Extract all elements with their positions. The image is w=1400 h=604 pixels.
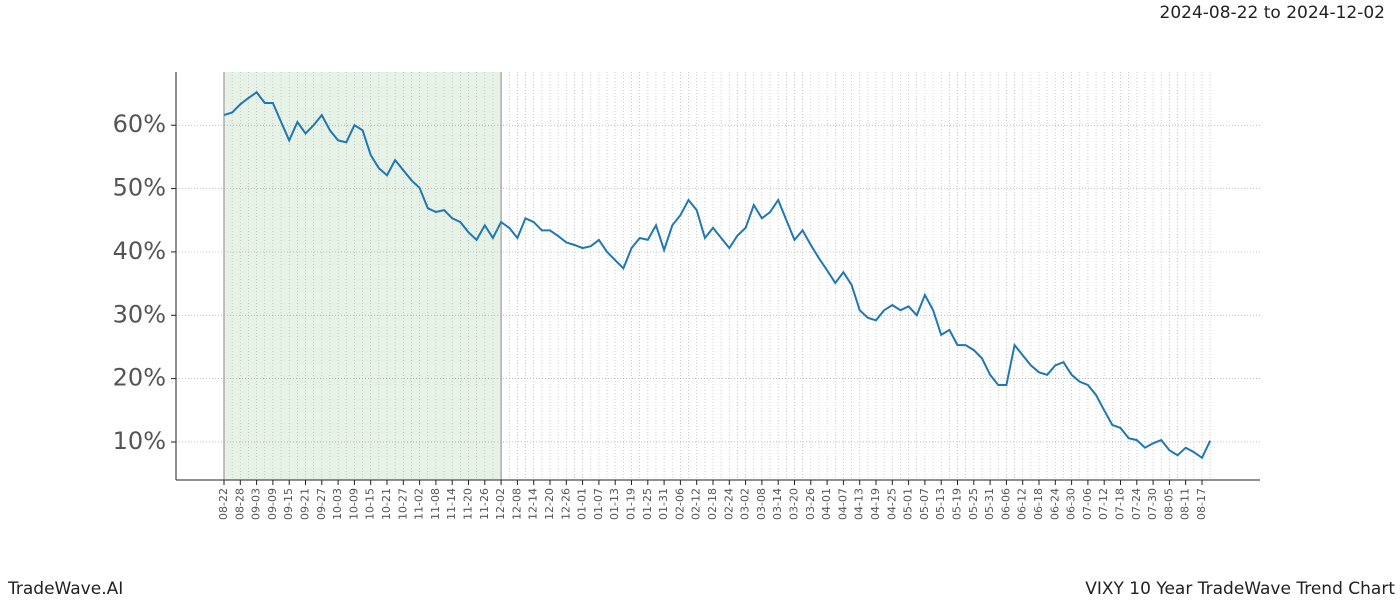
x-tick-label: 09-03 bbox=[250, 488, 263, 520]
x-tick-label: 11-20 bbox=[462, 488, 475, 520]
x-tick-label: 07-30 bbox=[1146, 488, 1159, 520]
x-tick-label: 06-06 bbox=[999, 488, 1012, 520]
x-tick-label: 02-06 bbox=[673, 488, 686, 520]
x-tick-label: 09-21 bbox=[299, 488, 312, 520]
x-tick-label: 11-26 bbox=[478, 488, 491, 520]
y-tick-label: 10% bbox=[113, 427, 166, 455]
x-tick-label: 12-20 bbox=[543, 488, 556, 520]
x-tick-label: 06-12 bbox=[1016, 488, 1029, 520]
x-tick-label: 09-09 bbox=[266, 488, 279, 520]
x-tick-label: 02-18 bbox=[706, 488, 719, 520]
x-tick-label: 02-24 bbox=[722, 488, 735, 520]
x-tick-label: 07-12 bbox=[1097, 488, 1110, 520]
x-tick-label: 01-13 bbox=[608, 488, 621, 520]
x-tick-label: 01-25 bbox=[641, 488, 654, 520]
x-tick-label: 12-26 bbox=[559, 488, 572, 520]
x-tick-label: 12-08 bbox=[510, 488, 523, 520]
x-tick-label: 04-01 bbox=[820, 488, 833, 520]
x-tick-label: 09-15 bbox=[282, 488, 295, 520]
x-tick-label: 04-13 bbox=[853, 488, 866, 520]
x-tick-label: 11-14 bbox=[445, 488, 458, 520]
x-tick-label: 04-07 bbox=[836, 488, 849, 520]
x-tick-label: 03-14 bbox=[771, 488, 784, 520]
x-tick-label: 10-09 bbox=[347, 488, 360, 520]
x-tick-label: 08-22 bbox=[217, 488, 230, 520]
x-tick-label: 08-17 bbox=[1195, 488, 1208, 520]
x-tick-label: 08-28 bbox=[233, 488, 246, 520]
x-tick-label: 08-05 bbox=[1162, 488, 1175, 520]
x-tick-label: 05-31 bbox=[983, 488, 996, 520]
x-tick-label: 07-18 bbox=[1114, 488, 1127, 520]
x-tick-label: 03-02 bbox=[739, 488, 752, 520]
x-tick-label: 03-08 bbox=[755, 488, 768, 520]
y-tick-label: 50% bbox=[113, 174, 166, 202]
x-tick-label: 05-01 bbox=[902, 488, 915, 520]
x-tick-label: 03-26 bbox=[804, 488, 817, 520]
x-tick-label: 11-08 bbox=[429, 488, 442, 520]
x-tick-label: 05-25 bbox=[967, 488, 980, 520]
x-tick-label: 07-24 bbox=[1130, 488, 1143, 520]
x-tick-label: 08-11 bbox=[1179, 488, 1192, 520]
x-tick-label: 05-13 bbox=[934, 488, 947, 520]
x-tick-label: 09-27 bbox=[315, 488, 328, 520]
date-range: 2024-08-22 to 2024-12-02 bbox=[1160, 3, 1385, 23]
x-tick-label: 06-24 bbox=[1048, 488, 1061, 520]
x-tick-label: 05-07 bbox=[918, 488, 931, 520]
y-tick-label: 60% bbox=[113, 110, 166, 138]
x-tick-label: 10-03 bbox=[331, 488, 344, 520]
trend-line bbox=[223, 90, 1212, 460]
x-tick-label: 06-30 bbox=[1065, 488, 1078, 520]
x-tick-label: 03-20 bbox=[788, 488, 801, 520]
x-tick-label: 01-31 bbox=[657, 488, 670, 520]
x-tick-label: 01-19 bbox=[625, 488, 638, 520]
chart-title: VIXY 10 Year TradeWave Trend Chart bbox=[1085, 579, 1395, 599]
x-tick-label: 05-19 bbox=[951, 488, 964, 520]
y-tick-label: 40% bbox=[113, 237, 166, 265]
x-tick-label: 12-14 bbox=[527, 488, 540, 520]
x-tick-label: 06-18 bbox=[1032, 488, 1045, 520]
x-tick-label: 07-06 bbox=[1081, 488, 1094, 520]
x-tick-label: 01-01 bbox=[576, 488, 589, 520]
x-tick-label: 10-15 bbox=[364, 488, 377, 520]
x-tick-label: 01-07 bbox=[592, 488, 605, 520]
y-tick-label: 30% bbox=[113, 300, 166, 328]
x-tick-label: 02-12 bbox=[690, 488, 703, 520]
x-tick-label: 10-21 bbox=[380, 488, 393, 520]
y-tick-label: 20% bbox=[113, 364, 166, 392]
x-tick-label: 12-02 bbox=[494, 488, 507, 520]
brand: TradeWave.AI bbox=[7, 579, 123, 599]
x-tick-label: 04-19 bbox=[869, 488, 882, 520]
x-tick-label: 11-02 bbox=[413, 488, 426, 520]
x-tick-label: 04-25 bbox=[885, 488, 898, 520]
x-tick-label: 10-27 bbox=[396, 488, 409, 520]
